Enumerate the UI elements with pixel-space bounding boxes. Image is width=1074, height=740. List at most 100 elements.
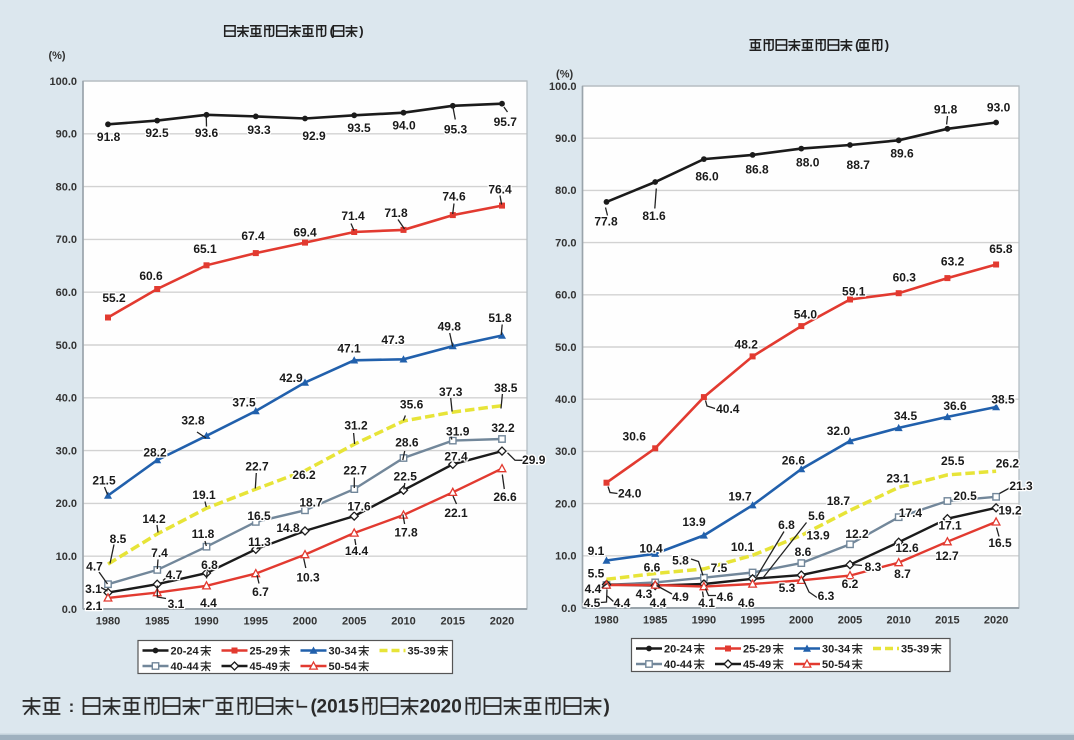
svg-text:100.0: 100.0: [549, 81, 577, 93]
svg-text:17.6: 17.6: [347, 500, 371, 514]
svg-text:51.8: 51.8: [488, 311, 512, 325]
svg-text:10.0: 10.0: [56, 551, 77, 563]
svg-text:(: (: [855, 38, 860, 53]
svg-text:50-54: 50-54: [329, 661, 358, 673]
svg-text:67.4: 67.4: [241, 229, 265, 243]
svg-text:10.4: 10.4: [639, 542, 663, 556]
svg-text:16.5: 16.5: [988, 536, 1012, 550]
svg-text:71.8: 71.8: [384, 206, 408, 220]
svg-text:1990: 1990: [692, 615, 716, 627]
svg-text:13.9: 13.9: [682, 515, 706, 529]
svg-text:95.7: 95.7: [494, 115, 518, 129]
svg-text:26.6: 26.6: [782, 454, 806, 468]
svg-text:90.0: 90.0: [555, 133, 576, 145]
svg-text:18.7: 18.7: [827, 494, 851, 508]
svg-text:19.7: 19.7: [728, 490, 752, 504]
svg-text:10.0: 10.0: [555, 551, 576, 563]
svg-text:54.0: 54.0: [794, 307, 818, 321]
svg-text:20-24: 20-24: [664, 644, 693, 656]
svg-text:31.2: 31.2: [344, 419, 368, 433]
svg-text:28.2: 28.2: [143, 445, 167, 459]
svg-text:6.3: 6.3: [818, 589, 835, 603]
svg-text:2.1: 2.1: [86, 599, 103, 613]
svg-text:6.8: 6.8: [201, 558, 218, 572]
svg-text:27.4: 27.4: [444, 450, 468, 464]
svg-text:1980: 1980: [594, 615, 618, 627]
svg-text:30.6: 30.6: [623, 430, 647, 444]
svg-text:(%): (%): [556, 69, 573, 81]
svg-text:2005: 2005: [342, 616, 366, 628]
svg-text:19.2: 19.2: [998, 504, 1022, 518]
svg-text:(: (: [330, 24, 335, 39]
svg-text:0.0: 0.0: [62, 604, 77, 616]
svg-text:31.9: 31.9: [446, 425, 470, 439]
svg-text:30-34: 30-34: [329, 646, 358, 658]
svg-text:30-34: 30-34: [822, 644, 851, 656]
svg-text:12.2: 12.2: [845, 527, 869, 541]
svg-text:): ): [885, 38, 889, 53]
svg-text:95.3: 95.3: [444, 123, 468, 137]
svg-text:60.0: 60.0: [555, 290, 576, 302]
svg-text:40-44: 40-44: [171, 661, 200, 673]
svg-text:25-29: 25-29: [250, 646, 278, 658]
svg-text:22.7: 22.7: [245, 460, 269, 474]
svg-text:28.6: 28.6: [395, 435, 419, 449]
svg-text:2005: 2005: [838, 615, 862, 627]
svg-text:89.6: 89.6: [890, 146, 914, 160]
svg-text:4.4: 4.4: [614, 596, 631, 610]
svg-text:76.4: 76.4: [488, 183, 512, 197]
svg-text:63.2: 63.2: [941, 255, 965, 269]
svg-text:5.8: 5.8: [672, 554, 689, 568]
svg-text:86.0: 86.0: [695, 170, 719, 184]
svg-text:71.4: 71.4: [341, 209, 365, 223]
svg-text:1985: 1985: [145, 616, 169, 628]
svg-text:42.9: 42.9: [279, 371, 303, 385]
svg-text:94.0: 94.0: [392, 119, 416, 133]
svg-text:40-44: 40-44: [664, 659, 693, 671]
svg-text:93.0: 93.0: [987, 100, 1011, 114]
svg-text:29.9: 29.9: [522, 453, 546, 467]
svg-text:2015: 2015: [935, 615, 959, 627]
svg-text:25-29: 25-29: [743, 644, 771, 656]
svg-text:30.0: 30.0: [555, 446, 576, 458]
svg-text:5.3: 5.3: [779, 581, 796, 595]
svg-text:10.1: 10.1: [731, 540, 755, 554]
svg-text:45-49: 45-49: [250, 661, 278, 673]
svg-text:25.5: 25.5: [941, 454, 965, 468]
svg-text:91.8: 91.8: [934, 103, 958, 117]
svg-text:40.0: 40.0: [56, 393, 77, 405]
svg-text:30.0: 30.0: [56, 445, 77, 457]
svg-text:80.0: 80.0: [555, 185, 576, 197]
svg-text:0.0: 0.0: [561, 603, 576, 615]
svg-text:(%): (%): [48, 50, 65, 62]
svg-text:92.9: 92.9: [302, 129, 326, 143]
svg-text:35-39: 35-39: [408, 646, 436, 658]
svg-text:20.5: 20.5: [953, 489, 977, 503]
svg-text:8.7: 8.7: [894, 567, 911, 581]
svg-text:2015: 2015: [441, 616, 465, 628]
svg-text:17.1: 17.1: [938, 519, 962, 533]
svg-text:26.2: 26.2: [996, 457, 1020, 471]
svg-text:14.2: 14.2: [142, 512, 166, 526]
svg-text:81.6: 81.6: [642, 209, 666, 223]
svg-text:38.5: 38.5: [991, 393, 1015, 407]
svg-text::: :: [69, 697, 75, 716]
svg-text:2015: 2015: [317, 697, 360, 718]
svg-text:9.1: 9.1: [588, 544, 605, 558]
svg-text:88.7: 88.7: [847, 158, 871, 172]
svg-text:17.8: 17.8: [394, 526, 418, 540]
svg-text:4.3: 4.3: [636, 587, 653, 601]
svg-text:60.3: 60.3: [893, 271, 917, 285]
svg-text:2020: 2020: [420, 697, 462, 718]
svg-text:6.7: 6.7: [252, 585, 269, 599]
svg-text:24.0: 24.0: [618, 486, 642, 500]
svg-text:4.4: 4.4: [650, 596, 667, 610]
svg-text:10.3: 10.3: [296, 571, 320, 585]
svg-text:8.5: 8.5: [110, 532, 127, 546]
svg-text:47.3: 47.3: [381, 333, 405, 347]
svg-text:88.0: 88.0: [796, 156, 820, 170]
svg-text:40.0: 40.0: [555, 394, 576, 406]
svg-text:2000: 2000: [293, 616, 317, 628]
svg-text:4.7: 4.7: [166, 568, 183, 582]
svg-text:26.2: 26.2: [292, 468, 316, 482]
